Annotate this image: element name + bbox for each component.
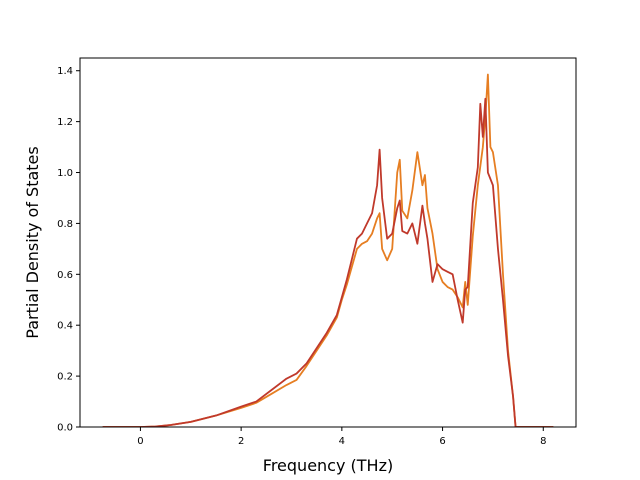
series-line-2 <box>102 97 554 427</box>
axes-frame <box>79 57 577 428</box>
x-tick-label: 2 <box>238 436 244 447</box>
y-tick-label: 0.4 <box>57 321 73 332</box>
x-axis-title: Frequency (THz) <box>263 456 393 475</box>
series-line-1 <box>102 73 554 427</box>
y-tick-label: 1.2 <box>57 117 73 128</box>
x-tick-label: 8 <box>540 436 546 447</box>
y-tick-label: 0.0 <box>57 423 73 434</box>
y-axis-title: Partial Density of States <box>23 146 42 338</box>
y-axis: 0.0 0.2 0.4 0.6 0.8 1.0 1.2 1.4 <box>57 66 80 434</box>
y-tick-label: 0.2 <box>57 372 73 383</box>
y-tick-label: 0.6 <box>57 270 73 281</box>
series-layer <box>102 73 554 427</box>
x-tick-label: 6 <box>439 436 445 447</box>
x-tick-label: 0 <box>137 436 143 447</box>
x-axis: 0 2 4 6 8 <box>137 427 546 447</box>
x-tick-label: 4 <box>339 436 345 447</box>
y-tick-label: 0.8 <box>57 219 73 230</box>
y-tick-label: 1.4 <box>57 66 73 77</box>
y-tick-label: 1.0 <box>57 168 73 179</box>
